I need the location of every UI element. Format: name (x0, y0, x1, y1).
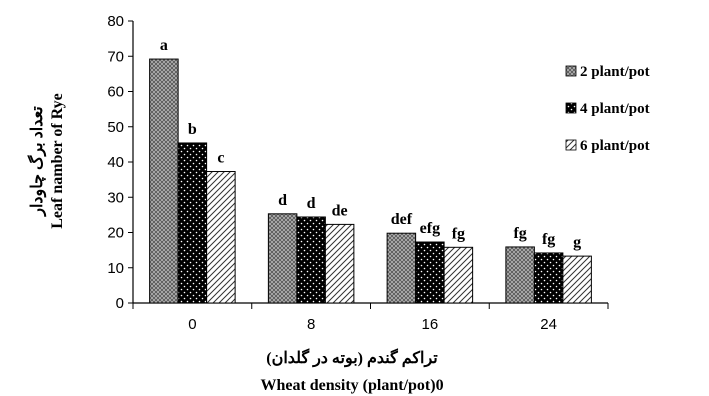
significance-letter: d (278, 192, 287, 209)
significance-letter: d (307, 195, 316, 212)
legend-label-2-plant: 2 plant/pot (580, 64, 650, 80)
bar (562, 255, 592, 304)
y-axis-title: تعداد برگ چاودار Leaf namber of Rye (27, 93, 66, 229)
significance-letter: fg (452, 225, 465, 242)
legend-label-4-plant: 4 plant/pot (580, 101, 650, 117)
bar (505, 246, 535, 304)
legend-swatch-4-plant (565, 102, 577, 114)
significance-letter: a (160, 37, 168, 54)
x-tick-label: 24 (540, 316, 557, 333)
legend-label-6-plant: 6 plant/pot (580, 138, 650, 154)
bar (206, 171, 236, 304)
significance-letter: fg (542, 231, 555, 248)
y-tick-label: 30 (107, 189, 124, 206)
x-axis-title-persian: تراکم گندم (بوته در گلدان) (266, 348, 438, 368)
y-axis-title-english: Leaf namber of Rye (49, 93, 66, 229)
legend-swatch-2-plant (565, 65, 577, 77)
y-axis-title-persian: تعداد برگ چاودار (27, 106, 47, 217)
bar (149, 58, 179, 304)
x-tick-label: 16 (422, 316, 439, 333)
legend-swatch-6-plant (565, 139, 577, 151)
bar (267, 213, 298, 304)
significance-letter: efg (420, 220, 440, 237)
bar (415, 241, 445, 304)
bar (533, 252, 564, 304)
bar (296, 216, 326, 304)
x-tick-label: 0 (188, 316, 196, 333)
axes: 0 10 20 30 40 50 60 70 80 0 8 16 24 (107, 13, 609, 333)
legend: 2 plant/pot 4 plant/pot 6 plant/pot (565, 64, 650, 154)
y-tick-label: 10 (107, 260, 124, 277)
significance-letter: g (573, 234, 581, 251)
bar (324, 223, 355, 304)
bar (177, 142, 208, 304)
y-tick-label: 80 (107, 13, 124, 30)
bar (443, 246, 474, 304)
significance-letter: def (391, 211, 413, 228)
x-axis-title-english: Wheat density (plant/pot)0 (260, 377, 443, 394)
bars (149, 58, 592, 304)
bar (386, 232, 417, 304)
y-tick-label: 60 (107, 84, 124, 101)
significance-letter: c (217, 150, 224, 167)
significance-letter: de (332, 202, 348, 219)
y-tick-label: 70 (107, 48, 124, 65)
x-tick-label: 8 (307, 316, 315, 333)
significance-letter: fg (513, 225, 526, 242)
y-tick-label: 50 (107, 119, 124, 136)
significance-letter: b (188, 121, 197, 138)
y-tick-label: 40 (107, 154, 124, 171)
y-tick-label: 0 (116, 295, 124, 312)
y-tick-label: 20 (107, 225, 124, 242)
